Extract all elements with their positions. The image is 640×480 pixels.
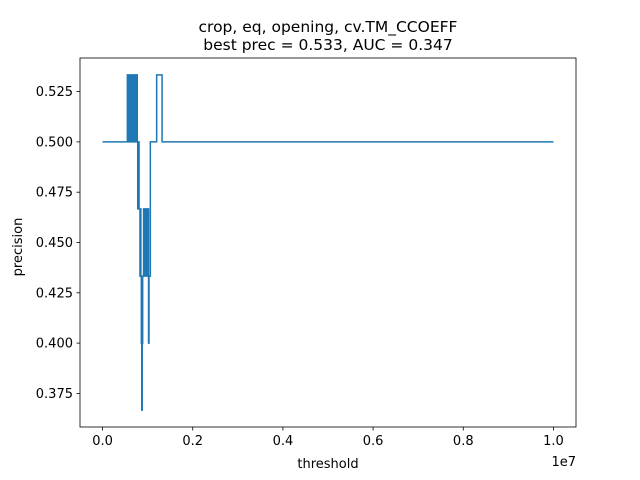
x-tick-label: 0.2: [182, 434, 203, 449]
y-tick-label: 0.425: [36, 286, 73, 301]
x-tick-label: 0.8: [453, 434, 474, 449]
series-line-0: [102, 74, 554, 411]
x-axis-offset-label: 1e7: [551, 455, 576, 470]
y-axis-label: precision: [11, 218, 26, 277]
x-tick-label: 1.0: [543, 434, 564, 449]
y-tick-label: 0.500: [36, 135, 73, 150]
y-tick-label: 0.475: [36, 186, 73, 201]
x-tick-label: 0.4: [273, 434, 294, 449]
plot-frame: [79, 57, 577, 428]
chart-subtitle: best prec = 0.533, AUC = 0.347: [203, 36, 452, 54]
x-tick-label: 0.0: [92, 434, 113, 449]
y-tick-label: 0.375: [36, 387, 73, 402]
chart-title: crop, eq, opening, cv.TM_CCOEFF: [199, 18, 458, 37]
plot-area: [102, 74, 554, 411]
x-axis-label: threshold: [297, 457, 358, 472]
y-tick-label: 0.525: [36, 85, 73, 100]
y-tick-label: 0.400: [36, 337, 73, 352]
axes-ticks: 0.0 0.2 0.4 0.6 0.8 1.0 0.375 0.400 0.425 0.450 0.…: [36, 85, 564, 449]
y-tick-label: 0.450: [36, 236, 73, 251]
x-tick-label: 0.6: [363, 434, 384, 449]
